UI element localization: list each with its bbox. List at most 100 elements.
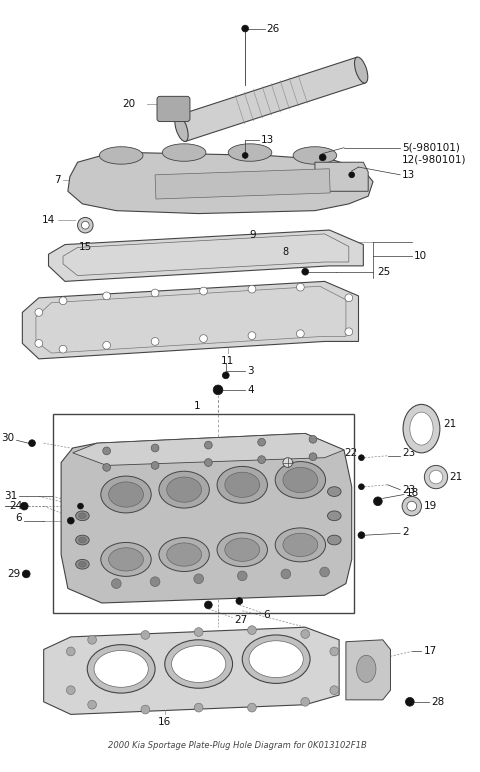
Text: 16: 16 xyxy=(158,717,171,727)
Ellipse shape xyxy=(357,655,376,682)
Text: 28: 28 xyxy=(431,697,444,707)
Circle shape xyxy=(429,470,443,484)
Ellipse shape xyxy=(101,543,151,577)
Ellipse shape xyxy=(217,466,267,503)
Circle shape xyxy=(200,287,207,295)
Circle shape xyxy=(248,626,256,635)
Ellipse shape xyxy=(327,487,341,496)
Polygon shape xyxy=(68,153,373,214)
Circle shape xyxy=(151,444,159,452)
Circle shape xyxy=(23,570,30,577)
Ellipse shape xyxy=(94,651,148,687)
Circle shape xyxy=(141,631,150,639)
Circle shape xyxy=(320,567,329,577)
Text: 10: 10 xyxy=(414,251,427,261)
Text: 11: 11 xyxy=(221,356,234,366)
Ellipse shape xyxy=(162,144,206,161)
Text: 23: 23 xyxy=(402,485,415,495)
Ellipse shape xyxy=(79,513,86,519)
Circle shape xyxy=(301,630,310,638)
Ellipse shape xyxy=(167,543,202,566)
Circle shape xyxy=(111,579,121,588)
Circle shape xyxy=(281,569,291,579)
Text: 22: 22 xyxy=(344,448,357,458)
Text: 30: 30 xyxy=(1,433,14,443)
Ellipse shape xyxy=(76,560,89,569)
Text: 14: 14 xyxy=(42,215,55,225)
Text: 20: 20 xyxy=(122,99,136,109)
Text: 29: 29 xyxy=(7,569,21,579)
Circle shape xyxy=(402,496,421,516)
Ellipse shape xyxy=(101,476,151,513)
Circle shape xyxy=(406,697,414,706)
Text: 1: 1 xyxy=(193,401,200,411)
Ellipse shape xyxy=(293,147,336,164)
Circle shape xyxy=(194,703,203,712)
Text: 12(-980101): 12(-980101) xyxy=(402,154,467,164)
Ellipse shape xyxy=(283,467,318,493)
Circle shape xyxy=(103,447,110,455)
Circle shape xyxy=(103,341,110,349)
Circle shape xyxy=(204,442,212,449)
Circle shape xyxy=(373,497,382,506)
Circle shape xyxy=(309,453,317,461)
Circle shape xyxy=(345,294,353,302)
Bar xyxy=(53,414,354,613)
Ellipse shape xyxy=(249,641,303,678)
Circle shape xyxy=(242,25,249,32)
Circle shape xyxy=(358,532,365,539)
Circle shape xyxy=(151,290,159,297)
Ellipse shape xyxy=(87,645,155,693)
Circle shape xyxy=(242,153,248,158)
Circle shape xyxy=(258,455,265,463)
Circle shape xyxy=(248,703,256,712)
Text: 21: 21 xyxy=(450,472,463,482)
Circle shape xyxy=(194,574,204,584)
Polygon shape xyxy=(48,230,363,281)
Ellipse shape xyxy=(79,561,86,567)
Circle shape xyxy=(248,285,256,293)
Ellipse shape xyxy=(99,147,143,164)
Circle shape xyxy=(88,635,96,644)
Circle shape xyxy=(35,309,43,317)
Polygon shape xyxy=(346,640,390,700)
Text: 21: 21 xyxy=(443,418,456,428)
Circle shape xyxy=(330,647,339,655)
Text: 15: 15 xyxy=(79,242,92,252)
Circle shape xyxy=(103,463,110,471)
Ellipse shape xyxy=(403,405,440,453)
Circle shape xyxy=(407,501,417,511)
Ellipse shape xyxy=(283,533,318,557)
Text: 6: 6 xyxy=(16,513,23,523)
Text: 18: 18 xyxy=(406,488,419,498)
Circle shape xyxy=(59,297,67,305)
Polygon shape xyxy=(23,281,359,359)
Circle shape xyxy=(345,328,353,336)
Circle shape xyxy=(424,466,448,489)
Text: 8: 8 xyxy=(283,247,289,257)
Circle shape xyxy=(59,345,67,353)
Circle shape xyxy=(302,269,309,275)
Ellipse shape xyxy=(108,482,144,507)
Polygon shape xyxy=(177,57,365,141)
Circle shape xyxy=(29,440,36,446)
Ellipse shape xyxy=(242,635,310,683)
Text: 4: 4 xyxy=(247,385,254,394)
Ellipse shape xyxy=(171,645,226,682)
Text: 9: 9 xyxy=(249,230,256,240)
Text: 19: 19 xyxy=(423,501,437,511)
Circle shape xyxy=(151,337,159,345)
Ellipse shape xyxy=(275,528,325,562)
Ellipse shape xyxy=(217,533,267,567)
Circle shape xyxy=(297,330,304,337)
Circle shape xyxy=(297,283,304,291)
Circle shape xyxy=(204,601,212,609)
Ellipse shape xyxy=(355,57,368,83)
Circle shape xyxy=(238,571,247,581)
Circle shape xyxy=(66,647,75,655)
Ellipse shape xyxy=(76,511,89,520)
Ellipse shape xyxy=(175,116,188,141)
Text: 31: 31 xyxy=(4,492,17,502)
Ellipse shape xyxy=(79,537,86,543)
Circle shape xyxy=(359,484,364,489)
